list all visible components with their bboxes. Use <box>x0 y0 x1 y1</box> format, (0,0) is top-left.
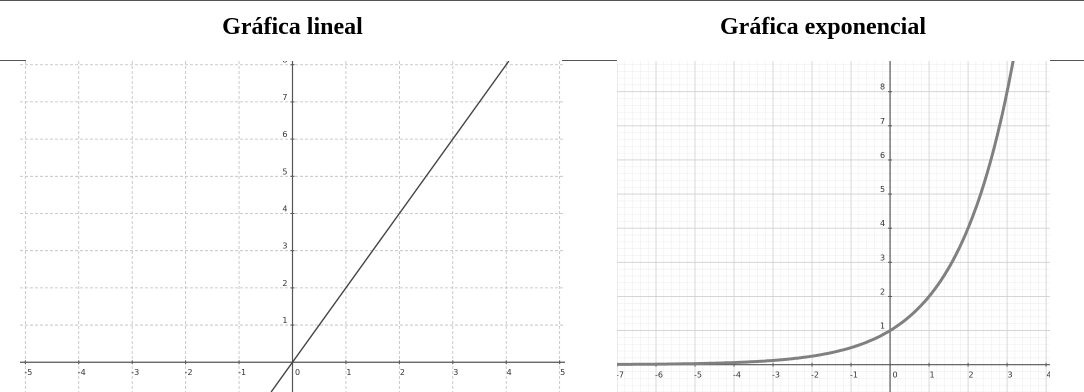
header-rule-left <box>0 60 26 61</box>
x-tick-label: 3 <box>453 368 458 377</box>
linear-chart-title: Gráfica lineal <box>222 14 363 40</box>
x-tick-label: 5 <box>560 368 565 377</box>
exponential-chart-title: Gráfica exponencial <box>720 14 926 40</box>
x-tick-label: -4 <box>733 371 741 380</box>
y-tick-label: 8 <box>880 83 885 92</box>
y-tick-label: 8 <box>282 61 287 65</box>
series-line <box>617 61 1015 366</box>
y-tick-label: 6 <box>282 130 287 139</box>
series-line <box>270 61 510 392</box>
y-tick-label: 6 <box>880 151 885 160</box>
x-tick-label: 4 <box>1047 371 1050 380</box>
x-tick-label: 0 <box>893 371 898 380</box>
x-tick-label: 2 <box>400 368 405 377</box>
x-tick-label: -5 <box>24 368 32 377</box>
header-rule-middle <box>562 60 617 61</box>
x-tick-label: -5 <box>694 371 702 380</box>
header-rule-right <box>1050 60 1084 61</box>
x-tick-label: -1 <box>850 371 858 380</box>
y-tick-label: 7 <box>880 117 885 126</box>
x-tick-label: -6 <box>655 371 663 380</box>
top-rule <box>0 0 1084 1</box>
x-tick-label: 1 <box>930 371 935 380</box>
y-tick-label: 4 <box>880 219 885 228</box>
x-tick-label: 1 <box>346 368 351 377</box>
x-tick-label: -4 <box>78 368 86 377</box>
x-tick-label: 2 <box>969 371 974 380</box>
x-tick-label: 0 <box>295 368 300 377</box>
y-tick-label: 3 <box>282 242 287 251</box>
y-tick-label: 7 <box>282 93 287 102</box>
exponential-chart: -7 -6 -5 -4 -3 -2 -1 0 1 2 3 4 1 2 3 4 5 6 7 8 <box>617 61 1050 392</box>
y-tick-label: 1 <box>282 316 287 325</box>
x-tick-label: 4 <box>507 368 512 377</box>
x-tick-label: 3 <box>1008 371 1013 380</box>
y-tick-label: 5 <box>880 185 885 194</box>
y-tick-label: 2 <box>282 279 287 288</box>
x-tick-label: -2 <box>811 371 819 380</box>
x-tick-label: -3 <box>772 371 780 380</box>
x-tick-label: -2 <box>185 368 193 377</box>
y-tick-label: 4 <box>282 204 287 213</box>
linear-chart: -5 -4 -3 -2 -1 0 1 2 3 4 5 1 2 3 4 5 6 7 8 <box>20 61 565 392</box>
y-tick-label: 3 <box>880 253 885 262</box>
y-tick-label: 5 <box>282 167 287 176</box>
x-tick-label: -3 <box>131 368 139 377</box>
x-tick-label: -7 <box>617 371 624 380</box>
y-tick-label: 2 <box>880 287 885 296</box>
x-tick-label: -1 <box>238 368 246 377</box>
y-tick-label: 1 <box>880 322 885 331</box>
